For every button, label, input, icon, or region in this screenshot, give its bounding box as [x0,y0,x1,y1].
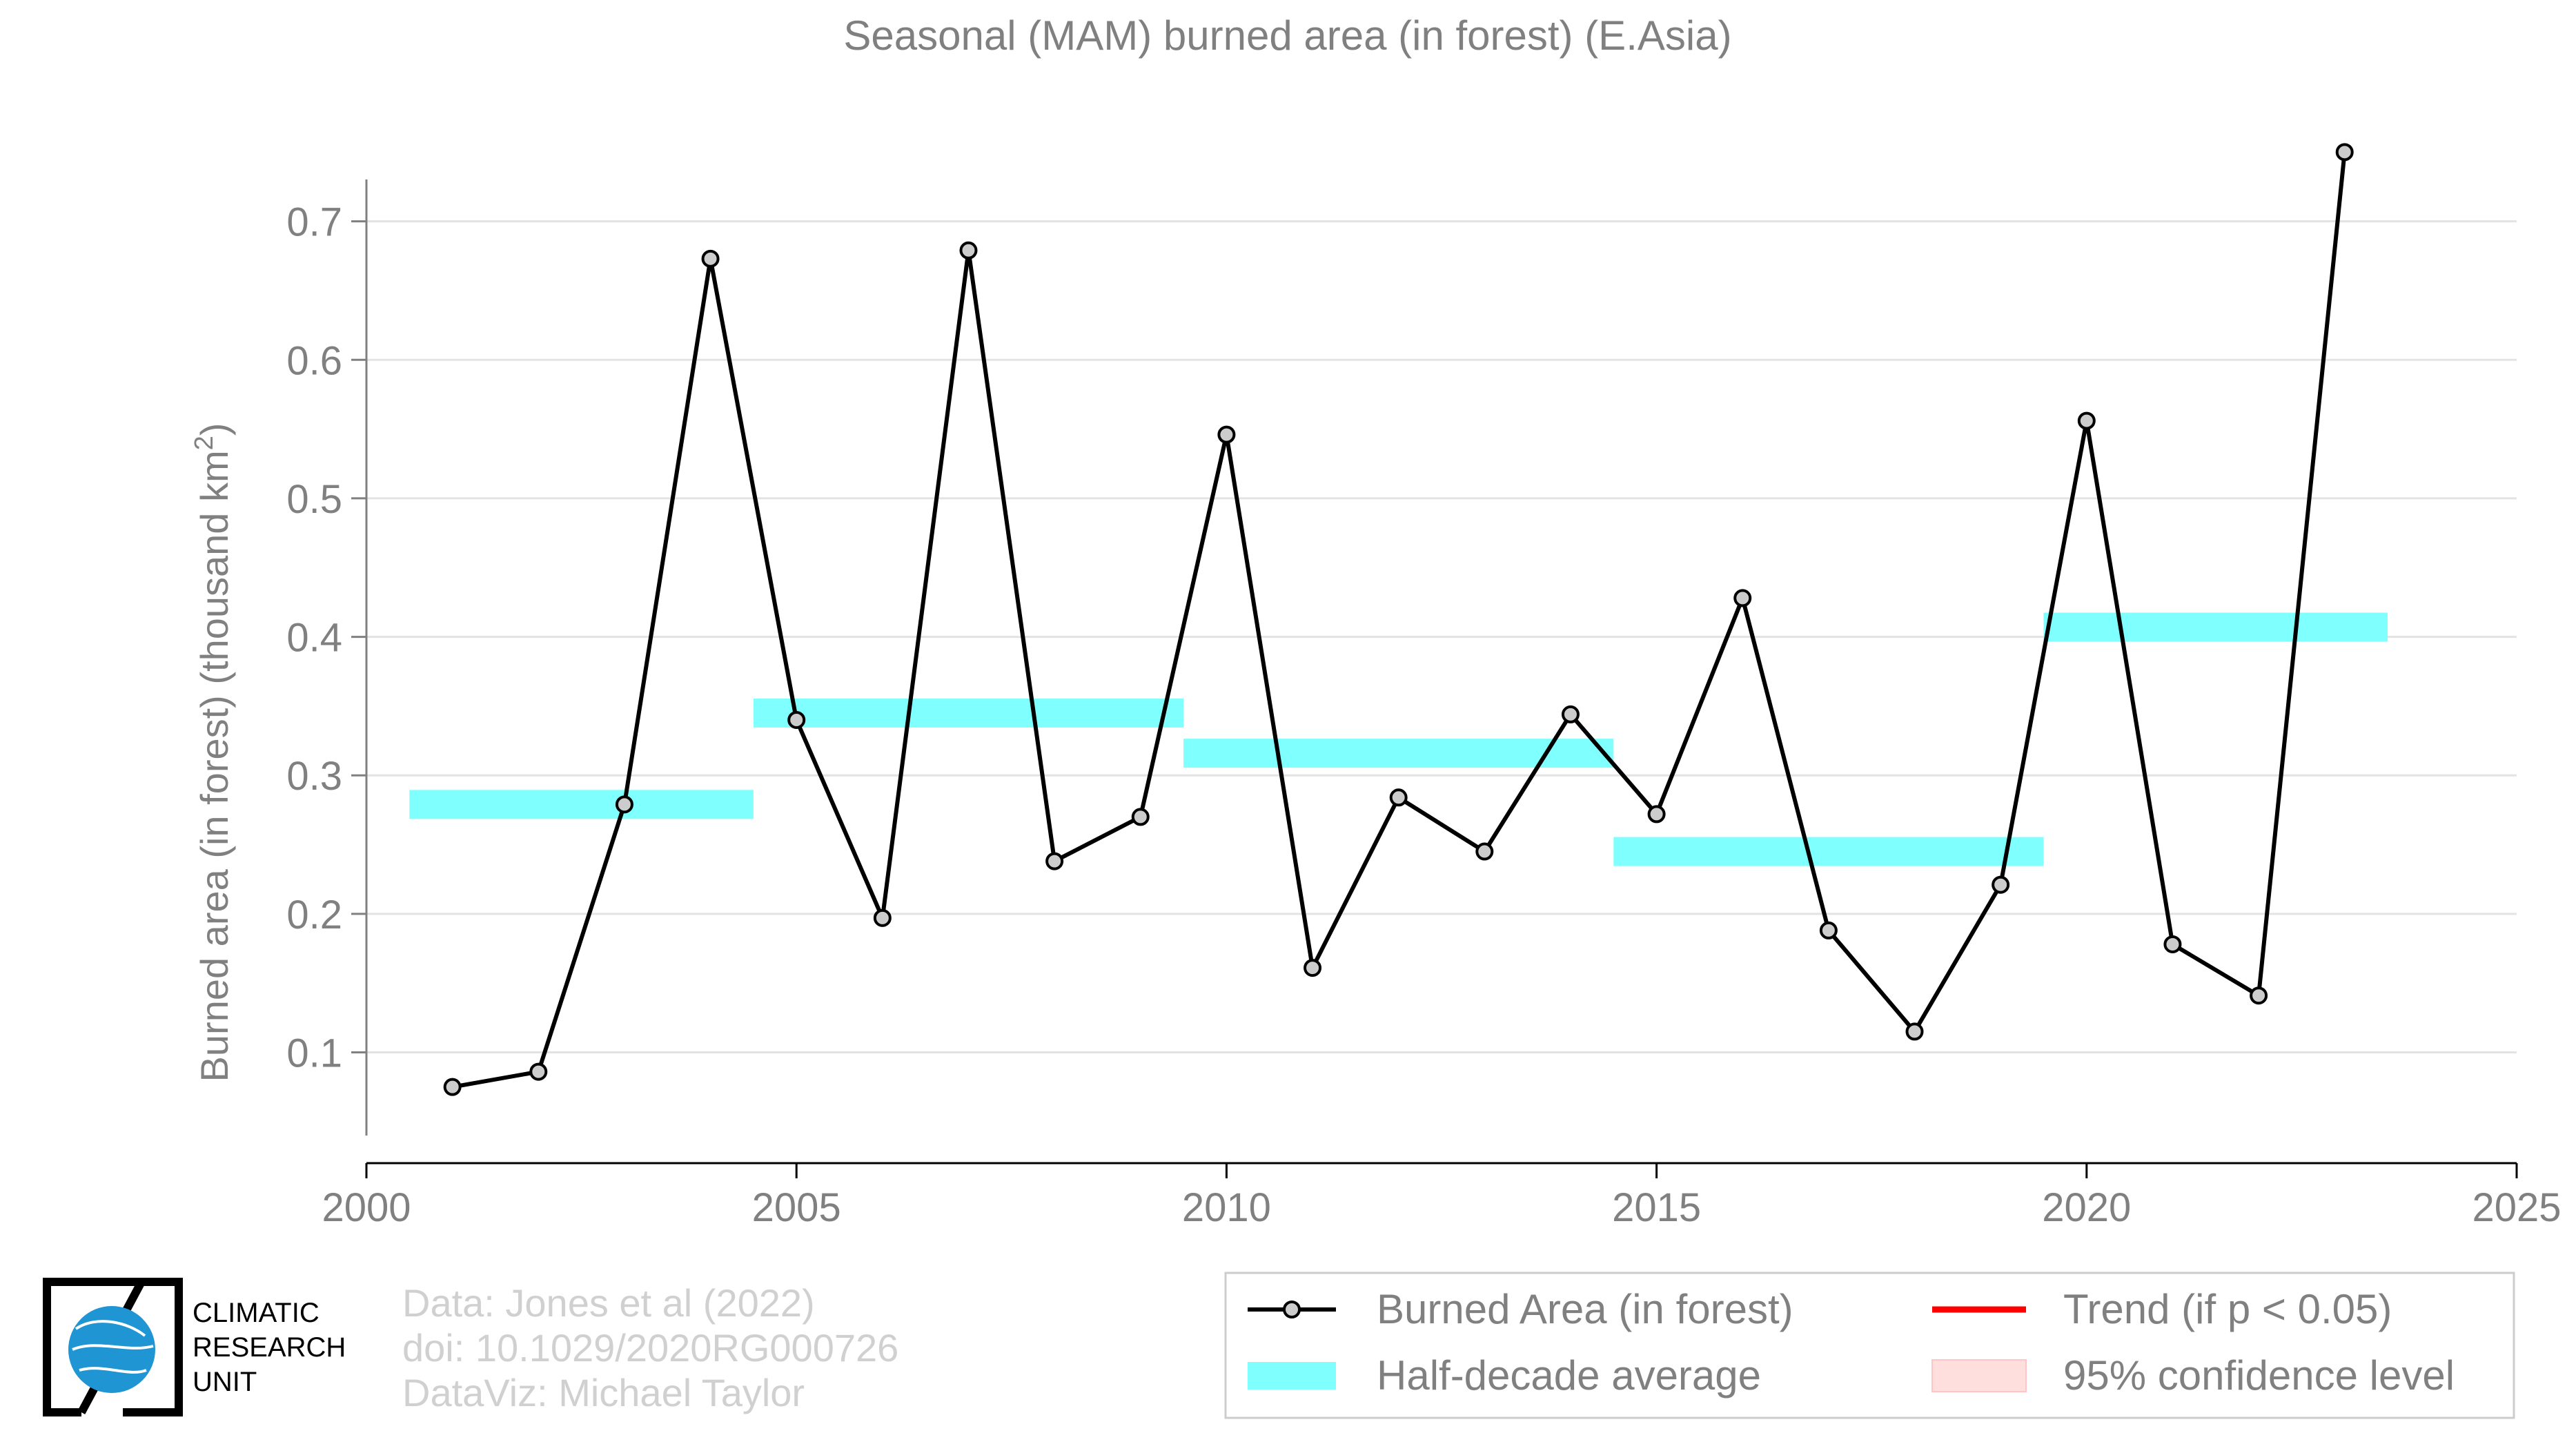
data-point-2020 [2077,411,2096,430]
globe-icon [68,1306,155,1393]
data-point-2017 [1819,921,1838,939]
series-layer [443,143,2354,1096]
y-axis-label-close: ) [193,423,236,436]
data-point-2008 [1045,852,1064,870]
y-axis-label-superscript: 2 [190,436,219,450]
y-tick-label-2: 0.3 [286,754,342,799]
half-decade-band-4 [2043,612,2388,642]
logo-bracket-right [123,1278,183,1416]
logo-text-line-3: UNIT [193,1367,257,1397]
x-tick-label-0: 2000 [322,1185,411,1230]
legend: Burned Area (in forest) Trend (if p < 0.… [1224,1272,2515,1419]
legend-label-trend: Trend (if p < 0.05) [2063,1286,2392,1332]
data-point-2007 [959,241,978,260]
legend-swatch-half-decade [1248,1362,1336,1390]
y-tick-label-5: 0.6 [286,338,342,383]
credit-data: Data: Jones et al (2022) [402,1281,815,1325]
half-decade-band-0 [409,790,754,819]
half-decade-band-1 [753,698,1184,728]
data-point-2014 [1561,705,1580,723]
logo-text-line-1: CLIMATIC [193,1298,319,1328]
data-point-2018 [1905,1022,1924,1041]
legend-label-burned-area: Burned Area (in forest) [1377,1286,1793,1332]
cru-logo: CLIMATIC RESEARCH UNIT [43,1278,346,1416]
half-decade-bands [409,612,2388,866]
data-point-2005 [787,710,806,729]
legend-label-confidence: 95% confidence level [2063,1352,2455,1399]
data-point-2009 [1131,808,1150,826]
data-point-2015 [1647,805,1666,824]
logo-text-line-2: RESEARCH [193,1332,346,1363]
x-tick-label-1: 2005 [752,1185,841,1230]
data-point-2021 [2163,935,2182,953]
y-axis-label: Burned area (in forest) (thousand km2) [190,423,236,1082]
y-tick-label-6: 0.7 [286,200,342,245]
data-point-2011 [1304,959,1322,977]
y-tick-label-3: 0.4 [286,616,342,661]
data-point-2010 [1217,425,1236,444]
legend-frame [1224,1272,2515,1419]
legend-swatch-confidence [1931,1359,2027,1392]
gridlines [366,220,2517,1053]
y-tick-label-4: 0.5 [286,477,342,522]
logo-slash-top [121,1280,146,1314]
legend-label-half-decade: Half-decade average [1377,1352,1761,1399]
x-tick-label-2: 2010 [1182,1185,1271,1230]
x-tick-label-4: 2020 [2042,1185,2131,1230]
credit-dataviz: DataViz: Michael Taylor [402,1371,805,1414]
data-point-2013 [1475,842,1494,861]
y-tick-label-1: 0.2 [286,893,342,937]
data-point-2006 [873,908,892,927]
globe-swirl-2 [72,1344,154,1351]
globe-swirl-1 [75,1320,146,1337]
half-decade-band-3 [1613,837,2044,866]
data-point-2012 [1389,788,1408,807]
legend-marker-burned-area [1283,1301,1301,1318]
globe-swirl-3 [79,1367,147,1374]
x-tick-label-3: 2015 [1612,1185,1701,1230]
data-point-2004 [701,249,720,268]
data-point-2001 [443,1078,462,1096]
data-point-2023 [2335,143,2354,162]
data-point-2002 [529,1062,548,1081]
credit-doi: doi: 10.1029/2020RG000726 [402,1326,898,1370]
logo-bracket-left [43,1278,150,1416]
credits: Data: Jones et al (2022) doi: 10.1029/20… [402,1281,898,1414]
y-axis: 0.1 0.2 0.3 0.4 0.5 0.6 0.7 [286,179,368,1136]
data-point-2019 [1992,875,2010,894]
x-tick-label-5: 2025 [2472,1185,2561,1230]
x-axis: 2000 2005 2010 2015 2020 2025 [322,1162,2562,1230]
data-point-2016 [1733,589,1752,607]
data-point-2003 [615,795,633,814]
half-decade-band-2 [1183,739,1614,768]
chart-title: Seasonal (MAM) burned area (in forest) (… [843,12,1731,59]
data-point-2022 [2250,986,2268,1005]
y-tick-label-0: 0.1 [286,1031,342,1075]
